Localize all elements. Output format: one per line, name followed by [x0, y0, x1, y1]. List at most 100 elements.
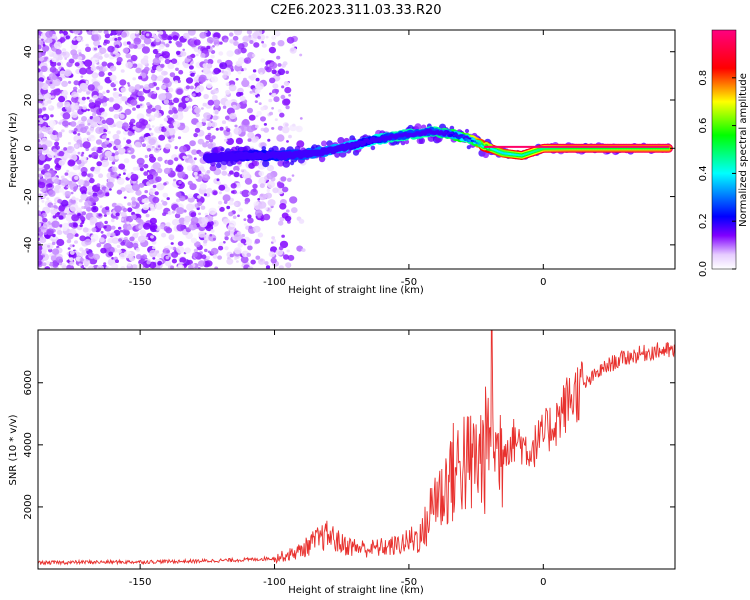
noise-blob [280, 176, 287, 182]
noise-blob [54, 141, 60, 147]
noise-blob [272, 187, 279, 194]
noise-blob [212, 190, 218, 196]
ridge-core [448, 131, 451, 134]
noise-blob [205, 134, 211, 141]
noise-blob [51, 241, 56, 246]
noise-blob [113, 91, 120, 99]
noise-blob [248, 34, 252, 38]
noise-blob [127, 207, 133, 213]
noise-blob [199, 166, 205, 171]
noise-blob [46, 197, 50, 201]
noise-blob [38, 196, 42, 201]
noise-blob [139, 118, 146, 124]
noise-blob [167, 63, 175, 70]
noise-blob [99, 205, 103, 209]
noise-blob [206, 121, 213, 128]
noise-blob [260, 58, 266, 63]
noise-blob [59, 33, 64, 37]
noise-blob [252, 225, 261, 233]
noise-blob [74, 175, 79, 180]
noise-blob [210, 229, 215, 233]
ridge-halo [321, 140, 327, 147]
noise-blob [299, 53, 303, 57]
noise-blob [72, 53, 79, 60]
noise-blob [78, 199, 83, 203]
noise-blob [239, 95, 246, 102]
noise-blob [191, 164, 199, 172]
noise-blob [291, 174, 295, 177]
noise-blob [196, 121, 203, 128]
noise-blob [281, 63, 287, 68]
ridge-halo [404, 139, 410, 145]
noise-blob [38, 230, 44, 237]
noise-blob [243, 218, 247, 222]
noise-blob [152, 48, 159, 55]
noise-blob [96, 222, 104, 229]
noise-blob [301, 248, 306, 253]
noise-blob [237, 214, 240, 218]
noise-blob [223, 71, 229, 76]
noise-blob [156, 253, 162, 258]
noise-blob [217, 255, 223, 260]
noise-blob [118, 226, 122, 230]
noise-blob [69, 212, 73, 215]
ridge-core [227, 156, 230, 159]
noise-blob [259, 193, 267, 201]
noise-blob [198, 170, 202, 175]
noise-blob [136, 104, 141, 109]
noise-blob [160, 199, 164, 203]
noise-blob [96, 66, 100, 70]
noise-blob [214, 104, 219, 108]
noise-blob [204, 30, 208, 33]
colorbar-label: Normalized spectral amplitude [738, 73, 749, 227]
noise-blob [170, 242, 174, 245]
noise-blob [277, 68, 286, 76]
noise-blob [61, 80, 68, 87]
ridge-core [451, 132, 454, 135]
noise-blob [69, 250, 75, 255]
noise-blob [195, 112, 200, 118]
noise-blob [135, 207, 142, 213]
noise-blob [86, 206, 92, 212]
noise-blob [55, 49, 62, 55]
noise-blob [202, 142, 208, 148]
ridge-core [465, 135, 469, 139]
noise-blob [190, 237, 197, 244]
noise-blob [232, 35, 239, 41]
noise-blob [215, 127, 219, 131]
noise-blob [41, 38, 44, 41]
noise-blob [218, 51, 224, 56]
noise-blob [127, 202, 132, 206]
noise-blob [211, 94, 218, 101]
noise-blob [42, 262, 47, 267]
noise-blob [244, 200, 249, 205]
noise-blob [128, 86, 136, 93]
noise-blob [193, 248, 198, 253]
noise-blob [197, 201, 203, 207]
noise-blob [150, 235, 154, 239]
noise-blob [88, 134, 96, 142]
noise-blob [104, 220, 108, 225]
noise-blob [200, 53, 206, 58]
noise-blob [165, 255, 170, 260]
noise-blob [102, 102, 108, 107]
noise-blob [255, 82, 264, 90]
noise-blob [285, 105, 290, 110]
noise-blob [119, 148, 126, 154]
noise-blob [289, 196, 298, 204]
noise-blob [186, 203, 194, 211]
noise-blob [61, 48, 67, 53]
noise-blob [247, 266, 254, 269]
noise-blob [66, 239, 72, 244]
ridge-core [270, 153, 273, 156]
noise-blob [66, 145, 75, 154]
noise-blob [218, 191, 222, 195]
noise-blob [80, 153, 84, 157]
noise-blob [283, 81, 290, 86]
noise-blob [161, 127, 167, 133]
noise-blob [167, 210, 172, 215]
noise-blob [67, 159, 76, 167]
noise-blob [277, 182, 284, 189]
noise-blob [138, 162, 144, 168]
noise-blob [120, 211, 127, 218]
